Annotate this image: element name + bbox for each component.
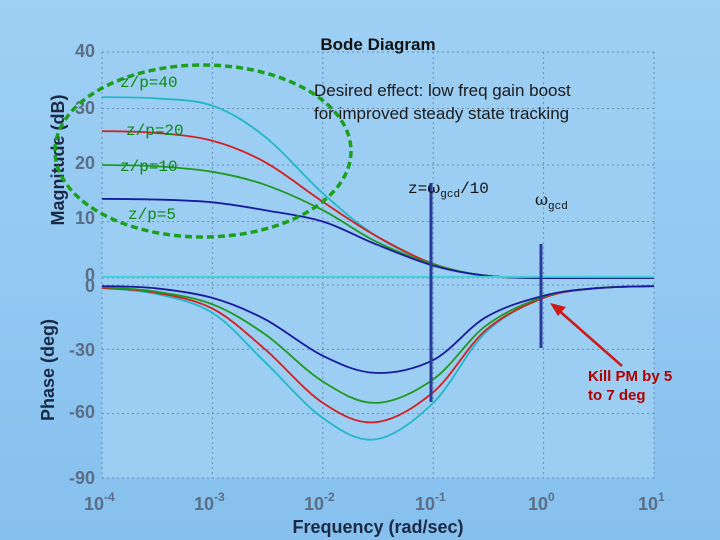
- magnitude-ticks: 40 30 20 10 0: [75, 41, 95, 285]
- arrow-head-icon: [550, 303, 566, 316]
- frequency-axis-label: Frequency (rad/sec): [292, 517, 463, 537]
- magnitude-axis-label: Magnitude (dB): [48, 95, 68, 226]
- wgcd-label: ωgcd: [535, 190, 568, 213]
- desired-effect-line2: for improved steady state tracking: [314, 104, 569, 123]
- label-zp40: z/p=40: [120, 74, 178, 92]
- label-zp10: z/p=10: [120, 158, 178, 176]
- plot-area: [102, 52, 654, 478]
- freq-tick: 10-3: [194, 490, 225, 514]
- magnitude-curves: [101, 96, 654, 280]
- freq-tick: 10-2: [304, 490, 335, 514]
- label-zp5: z/p=5: [128, 206, 176, 224]
- mag-tick: 20: [75, 153, 95, 173]
- mag-tick: 40: [75, 41, 95, 61]
- phase-ticks: 0 -30 -60 -90: [69, 276, 95, 488]
- freq-tick: 10-4: [84, 490, 115, 514]
- mag-tick: 10: [75, 208, 95, 228]
- phase-tick: -90: [69, 468, 95, 488]
- series-z-p-5: [101, 198, 654, 280]
- kill-pm-line1: Kill PM by 5: [588, 368, 672, 385]
- chart-title: Bode Diagram: [320, 35, 435, 54]
- phase-tick: -30: [69, 340, 95, 360]
- freq-tick: 100: [528, 490, 555, 514]
- kill-pm-arrow: [555, 307, 623, 367]
- phase-axis-label: Phase (deg): [38, 319, 58, 421]
- phase-tick: 0: [85, 276, 95, 296]
- z-equals-label: z=ωgcd/10: [408, 178, 489, 201]
- label-zp20: z/p=20: [126, 122, 184, 140]
- freq-tick: 10-1: [415, 490, 446, 514]
- freq-tick: 101: [638, 490, 665, 514]
- phase-tick: -60: [69, 402, 95, 422]
- mag-tick: 0: [85, 265, 95, 285]
- series-z-p-5: [101, 285, 655, 374]
- low-freq-ellipse: [53, 63, 353, 239]
- frequency-ticks: 10-4 10-3 10-2 10-1 100 101: [84, 490, 665, 514]
- grid-lines: [101, 51, 655, 479]
- phase-curves: [101, 285, 655, 441]
- desired-effect-line1: Desired effect: low freq gain boost: [314, 81, 571, 100]
- kill-pm-line2: to 7 deg: [588, 387, 646, 404]
